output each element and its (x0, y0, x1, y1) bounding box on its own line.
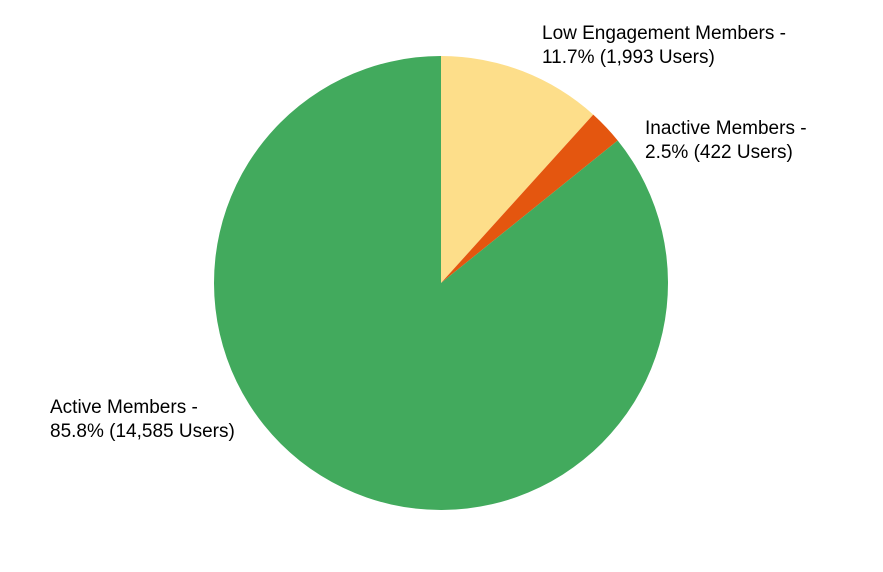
pie-slice-inactive (441, 114, 618, 284)
slice-label-low-engagement-line2: 11.7% (1,993 Users) (542, 47, 715, 68)
slice-label-active: Active Members - 85.8% (14,585 Users) (50, 396, 235, 444)
slice-label-inactive-line1: Inactive Members - (645, 118, 807, 139)
slice-label-low-engagement-line1: Low Engagement Members - (542, 23, 786, 44)
slice-label-inactive: Inactive Members - 2.5% (422 Users) (645, 117, 807, 165)
pie-slice-low-engagement (441, 56, 594, 283)
slice-label-inactive-line2: 2.5% (422 Users) (645, 142, 793, 163)
slice-label-active-line2: 85.8% (14,585 Users) (50, 421, 235, 442)
pie-slice-active (214, 56, 669, 510)
slice-label-active-line1: Active Members - (50, 397, 198, 418)
slice-label-low-engagement: Low Engagement Members - 11.7% (1,993 Us… (542, 22, 786, 70)
